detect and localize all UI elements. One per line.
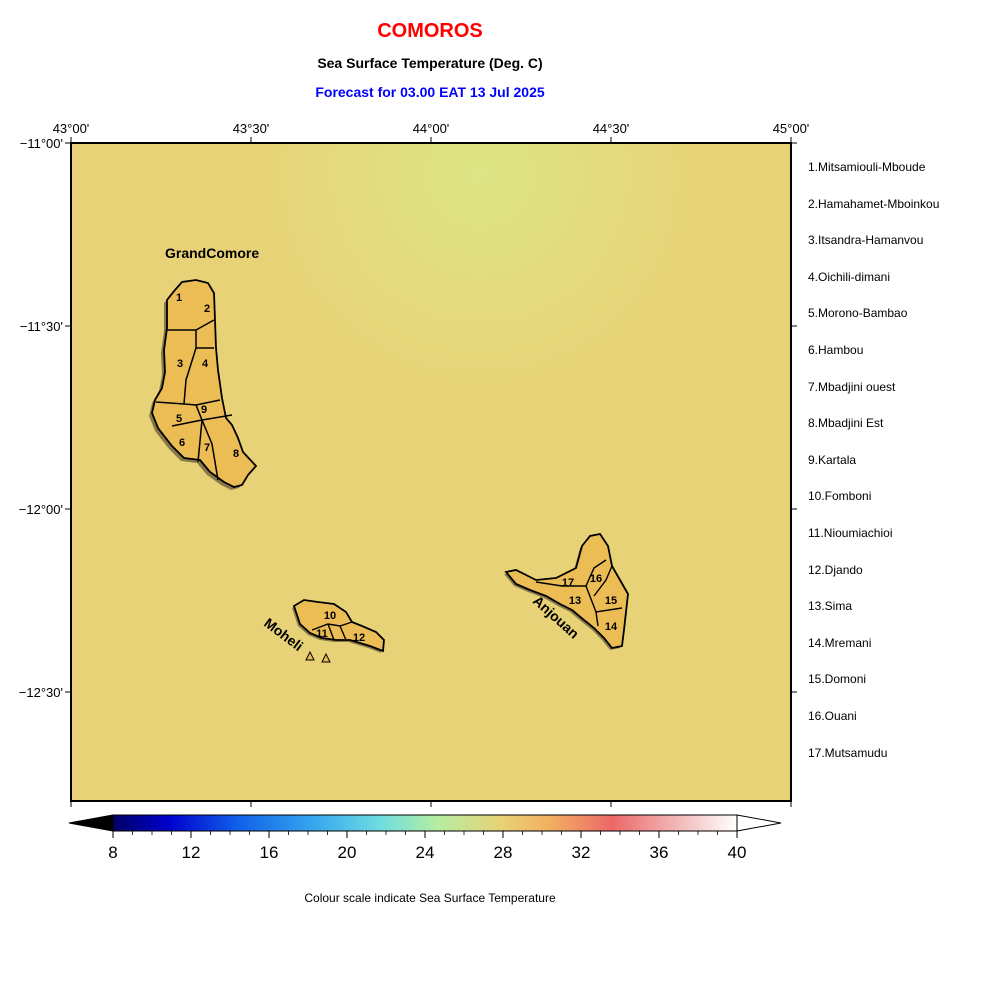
lon-label: 45°00' (773, 121, 810, 136)
region-label-12: 12 (353, 632, 365, 644)
region-label-4: 4 (202, 358, 209, 370)
region-label-5: 5 (176, 413, 182, 425)
map-title: COMOROS (377, 20, 483, 42)
region-legend-item: 12.Djando (808, 562, 863, 577)
lat-label: −12°30' (19, 685, 63, 700)
lon-label: 43°30' (233, 121, 270, 136)
colorbar-tick-label: 40 (728, 843, 747, 862)
grand-comore-island (149, 279, 258, 490)
anjouan-island (504, 532, 629, 650)
lat-label: −12°00' (19, 502, 63, 517)
region-number-labels: 1 2 3 4 5 6 7 8 9 10 11 12 13 14 15 16 1… (176, 292, 618, 644)
region-label-11: 11 (316, 628, 328, 640)
colorbar-tick-label: 32 (572, 843, 591, 862)
colorbar-tick-label: 28 (494, 843, 513, 862)
colorbar-tick-label: 20 (338, 843, 357, 862)
grand-comore-label: GrandComore (165, 245, 259, 261)
region-legend-item: 10.Fomboni (808, 489, 872, 504)
region-label-16: 16 (590, 573, 602, 585)
region-legend-item: 2.Hamahamet-Mboinkou (808, 196, 940, 211)
colorbar-high-arrow (736, 814, 782, 832)
region-legend-item: 8.Mbadjini Est (808, 416, 884, 431)
colorbar-gradient (112, 814, 738, 832)
region-label-10: 10 (324, 610, 336, 622)
region-legend-item: 13.Sima (808, 599, 853, 614)
region-label-2: 2 (204, 303, 210, 315)
latitude-labels: −11°00' −11°30' −12°00' −12°30' (19, 136, 63, 700)
colorbar-caption: Colour scale indicate Sea Surface Temper… (304, 891, 556, 905)
region-label-17: 17 (562, 577, 574, 589)
lon-label: 43°00' (53, 121, 90, 136)
lon-label: 44°00' (413, 121, 450, 136)
region-legend-item: 6.Hambou (808, 342, 864, 357)
colorbar-tick-label: 16 (260, 843, 279, 862)
region-label-8: 8 (233, 448, 239, 460)
longitude-labels: 43°00' 43°30' 44°00' 44°30' 45°00' (53, 121, 810, 136)
colorbar-tick-label: 24 (416, 843, 435, 862)
region-legend-item: 14.Mremani (808, 635, 872, 650)
region-label-6: 6 (179, 437, 185, 449)
region-label-15: 15 (605, 595, 617, 607)
region-legend: 1.Mitsamiouli-Mboude 2.Hamahamet-Mboinko… (808, 158, 939, 780)
region-legend-item: 5.Morono-Bambao (808, 306, 908, 321)
colorbar: 8 12 16 20 24 28 32 36 40 (68, 814, 782, 862)
region-legend-item: 7.Mbadjini ouest (808, 379, 896, 394)
forecast-time: Forecast for 03.00 EAT 13 Jul 2025 (315, 84, 545, 100)
region-legend-item: 11.Nioumiachioi (808, 525, 893, 540)
region-label-1: 1 (176, 292, 182, 304)
region-legend-item: 17.Mutsamudu (808, 745, 888, 760)
colorbar-low-arrow (68, 814, 114, 832)
colorbar-tick-label: 8 (108, 843, 117, 862)
region-label-13: 13 (569, 595, 581, 607)
map-ticks (65, 137, 797, 807)
cooler-water-area (71, 143, 791, 801)
region-label-3: 3 (177, 358, 183, 370)
region-legend-item: 1.Mitsamiouli-Mboude (808, 160, 926, 174)
lon-label: 44°30' (593, 121, 630, 136)
region-label-9: 9 (201, 404, 207, 416)
region-label-14: 14 (605, 621, 618, 633)
colorbar-tick-label: 12 (182, 843, 201, 862)
moheli-island (292, 599, 385, 663)
region-legend-item: 4.Oichili-dimani (808, 269, 891, 284)
region-legend-item: 3.Itsandra-Hamanvou (808, 233, 924, 248)
colorbar-tick-label: 36 (650, 843, 669, 862)
map-subtitle: Sea Surface Temperature (Deg. C) (317, 55, 543, 71)
region-legend-item: 9.Kartala (808, 452, 857, 467)
region-label-7: 7 (204, 442, 210, 454)
region-legend-item: 15.Domoni (808, 672, 867, 687)
lat-label: −11°00' (20, 136, 63, 151)
region-legend-item: 16.Ouani (808, 708, 857, 723)
lat-label: −11°30' (20, 319, 63, 334)
